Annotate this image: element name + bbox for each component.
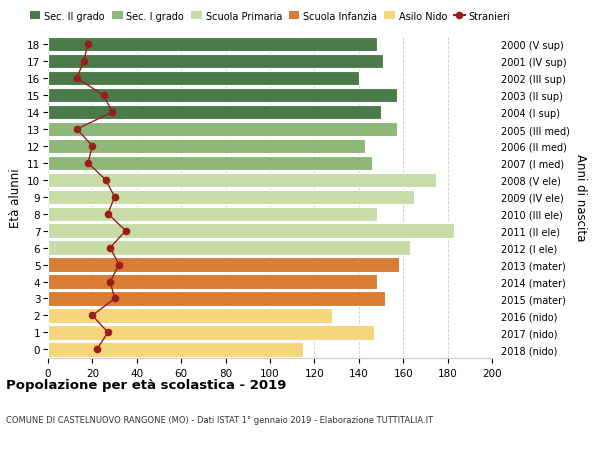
Bar: [48, 190, 414, 205]
Bar: [48, 258, 399, 272]
Bar: [48, 241, 410, 255]
Bar: [48, 123, 397, 137]
Bar: [48, 140, 365, 154]
Bar: [48, 72, 359, 86]
Bar: [48, 173, 436, 188]
Bar: [48, 275, 377, 289]
Text: COMUNE DI CASTELNUOVO RANGONE (MO) - Dati ISTAT 1° gennaio 2019 - Elaborazione T: COMUNE DI CASTELNUOVO RANGONE (MO) - Dat…: [6, 415, 433, 425]
Bar: [48, 291, 385, 306]
Bar: [48, 207, 377, 221]
Bar: [48, 325, 374, 340]
Legend: Sec. II grado, Sec. I grado, Scuola Primaria, Scuola Infanzia, Asilo Nido, Stran: Sec. II grado, Sec. I grado, Scuola Prim…: [26, 8, 514, 25]
Bar: [48, 157, 372, 171]
Bar: [48, 106, 381, 120]
Bar: [48, 224, 454, 238]
Bar: [48, 55, 383, 69]
Y-axis label: Anni di nascita: Anni di nascita: [574, 154, 587, 241]
Bar: [48, 342, 303, 357]
Y-axis label: Età alunni: Età alunni: [8, 168, 22, 227]
Text: Popolazione per età scolastica - 2019: Popolazione per età scolastica - 2019: [6, 379, 286, 392]
Bar: [48, 89, 397, 103]
Bar: [48, 308, 332, 323]
Bar: [48, 38, 377, 52]
